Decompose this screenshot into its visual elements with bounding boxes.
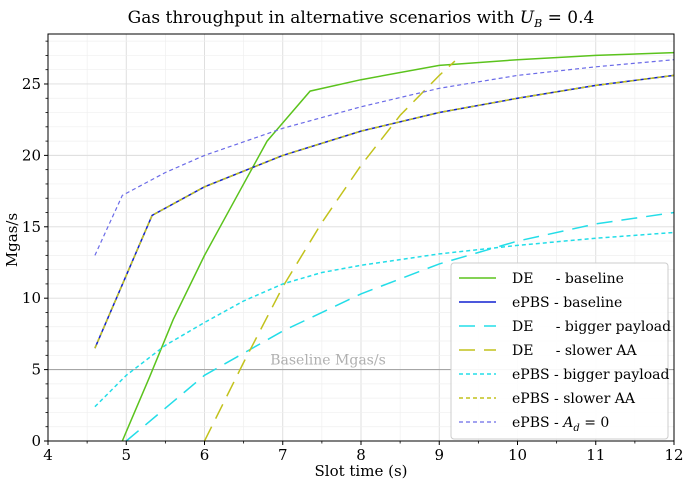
y-tick-label: 20 — [22, 146, 41, 164]
plot-lines — [94, 51, 674, 441]
x-tick-label: 4 — [43, 446, 53, 464]
x-tick-label: 11 — [586, 446, 605, 464]
x-axis-label: Slot time (s) — [315, 462, 408, 480]
legend-label: DE - baseline — [512, 271, 624, 287]
x-tick-label: 9 — [434, 446, 444, 464]
x-tick-label: 10 — [508, 446, 527, 464]
legend-label: DE - slower AA — [512, 343, 637, 359]
y-tick-label: 5 — [31, 361, 41, 379]
series-line-1 — [121, 51, 674, 441]
legend-label: ePBS - bigger payload — [512, 367, 669, 383]
y-tick-label: 10 — [22, 289, 41, 307]
y-tick-label: 0 — [31, 432, 41, 450]
legend-label: DE - bigger payload — [512, 319, 671, 335]
series-line-4 — [203, 60, 456, 441]
y-axis-label: Mgas/s — [3, 213, 21, 267]
chart-title: Gas throughput in alternative scenarios … — [128, 8, 595, 30]
series-line-5 — [94, 231, 674, 408]
y-tick-label: 25 — [22, 75, 41, 93]
x-tick-label: 6 — [200, 446, 210, 464]
legend: DE - baseline ePBS - baseline DE - bigger … — [450, 262, 671, 440]
y-tick-label: 15 — [22, 218, 41, 236]
series-line-7 — [94, 59, 674, 256]
x-tick-label: 12 — [664, 446, 683, 464]
series-line-3 — [125, 211, 674, 441]
series-line-6 — [94, 74, 674, 349]
baseline-label: Baseline Mgas/s — [270, 353, 386, 369]
legend-box — [450, 262, 669, 440]
x-tick-label: 8 — [356, 446, 366, 464]
x-tick-label: 5 — [121, 446, 131, 464]
legend-label: ePBS - slower AA — [512, 391, 636, 407]
x-tick-label: 7 — [278, 446, 288, 464]
legend-label: ePBS - baseline — [512, 295, 622, 311]
legend-label: ePBS - Ad = 0 — [512, 415, 609, 434]
